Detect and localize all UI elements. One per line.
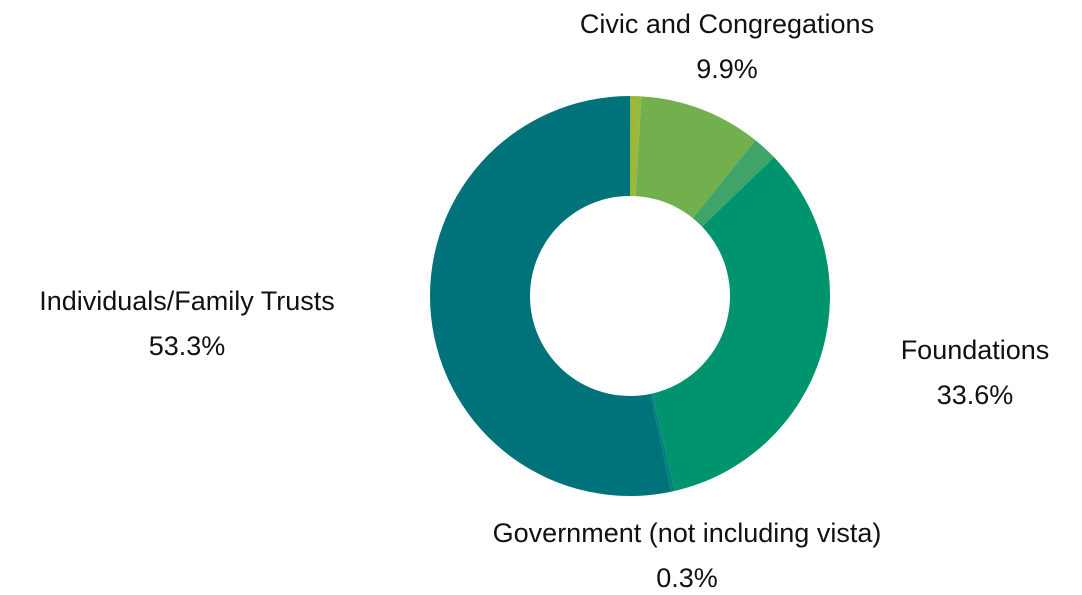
slice-unlabeled-2 <box>692 140 775 227</box>
slice-civic-and-congregations <box>635 96 756 219</box>
label-foundations-percent: 33.6% <box>936 380 1014 410</box>
label-civic-and-congregations-percent: 9.9% <box>696 54 758 84</box>
label-foundations-name: Foundations <box>900 335 1050 365</box>
label-government-name: Government (not including vista) <box>492 518 882 548</box>
label-individuals-family-trusts-name: Individuals/Family Trusts <box>39 286 335 316</box>
label-civic-and-congregations-name: Civic and Congregations <box>579 9 875 39</box>
label-government: Government (not including vista) 0.3% <box>437 517 937 594</box>
donut-slices <box>429 96 830 496</box>
label-individuals-family-trusts: Individuals/Family Trusts 53.3% <box>0 285 374 362</box>
slice-foundations <box>652 157 830 491</box>
label-government-percent: 0.3% <box>656 563 718 593</box>
label-foundations: Foundations 33.6% <box>870 334 1080 411</box>
label-civic-and-congregations: Civic and Congregations 9.9% <box>527 8 927 85</box>
label-individuals-family-trusts-percent: 53.3% <box>148 331 226 361</box>
slice-unlabeled-0 <box>630 96 642 197</box>
slice-individuals-family-trusts <box>429 96 672 496</box>
slice-government-not-including-vista <box>650 393 675 492</box>
